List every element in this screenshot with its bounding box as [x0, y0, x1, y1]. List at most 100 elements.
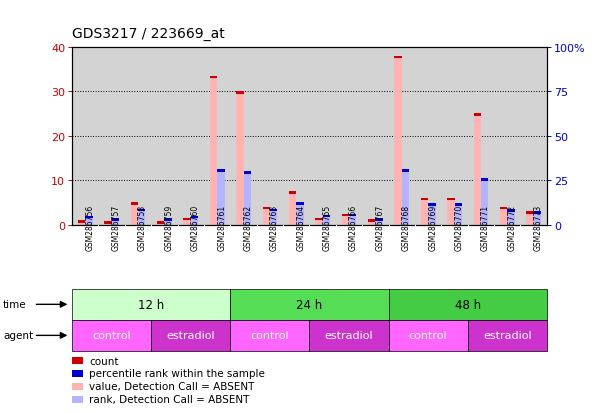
Bar	[481, 179, 488, 225]
Bar	[86, 216, 93, 218]
Text: time: time	[3, 299, 27, 310]
Bar	[78, 221, 86, 223]
Bar	[210, 76, 217, 225]
Bar	[507, 210, 514, 225]
Text: GSM286766: GSM286766	[349, 204, 358, 250]
Text: 24 h: 24 h	[296, 298, 323, 311]
Bar	[72, 289, 230, 320]
Bar	[342, 214, 349, 225]
Bar	[152, 47, 178, 225]
Text: GSM286760: GSM286760	[191, 204, 200, 250]
Bar	[244, 172, 251, 174]
Bar	[217, 170, 225, 225]
Bar	[112, 219, 119, 225]
Bar	[204, 47, 230, 225]
Bar	[125, 47, 152, 225]
Bar	[191, 216, 198, 225]
Bar	[428, 204, 436, 206]
Text: control: control	[251, 330, 289, 341]
Text: GSM286763: GSM286763	[270, 204, 279, 250]
Bar	[104, 221, 112, 224]
Bar	[86, 216, 93, 225]
Bar	[468, 320, 547, 351]
Bar	[138, 209, 145, 225]
Text: GSM286758: GSM286758	[138, 204, 147, 250]
Bar	[362, 47, 389, 225]
Bar	[236, 92, 244, 225]
Bar	[428, 204, 436, 225]
Bar	[394, 57, 402, 59]
Bar	[178, 47, 204, 225]
Text: GSM286762: GSM286762	[244, 204, 252, 250]
Bar	[389, 289, 547, 320]
Bar	[98, 47, 125, 225]
Bar	[296, 203, 304, 205]
Bar	[191, 216, 198, 218]
Text: GSM286756: GSM286756	[86, 204, 94, 250]
Bar	[389, 320, 468, 351]
Text: value, Detection Call = ABSENT: value, Detection Call = ABSENT	[89, 381, 255, 392]
Bar	[455, 204, 462, 206]
Text: GSM286759: GSM286759	[164, 204, 174, 250]
Text: GSM286768: GSM286768	[402, 204, 411, 250]
Bar	[402, 170, 409, 173]
Text: GSM286765: GSM286765	[323, 204, 332, 250]
Bar	[263, 207, 270, 210]
Bar	[78, 221, 86, 225]
Bar	[210, 76, 217, 79]
Text: percentile rank within the sample: percentile rank within the sample	[89, 368, 265, 379]
Bar	[447, 198, 455, 225]
Bar	[342, 214, 349, 216]
Bar	[157, 221, 164, 224]
Bar	[421, 198, 428, 225]
Bar	[375, 219, 383, 225]
Bar	[455, 204, 462, 225]
Bar	[183, 218, 191, 221]
Text: GDS3217 / 223669_at: GDS3217 / 223669_at	[72, 27, 225, 41]
Bar	[104, 221, 112, 225]
Bar	[521, 47, 547, 225]
Bar	[323, 215, 330, 225]
Text: GSM286764: GSM286764	[296, 204, 306, 250]
Text: agent: agent	[3, 330, 33, 341]
Bar	[138, 209, 145, 211]
Bar	[421, 198, 428, 201]
Text: control: control	[92, 330, 131, 341]
Bar	[72, 320, 152, 351]
Bar	[474, 114, 481, 116]
Bar	[230, 289, 389, 320]
Text: GSM286767: GSM286767	[375, 204, 384, 250]
Bar	[447, 198, 455, 201]
Bar	[217, 170, 225, 173]
Bar	[112, 219, 119, 221]
Bar	[394, 57, 402, 225]
Bar	[533, 212, 541, 214]
Bar	[349, 214, 356, 225]
Text: estradiol: estradiol	[324, 330, 373, 341]
Bar	[289, 192, 296, 194]
Bar	[270, 209, 277, 211]
Bar	[415, 47, 441, 225]
Bar	[402, 170, 409, 225]
Text: GSM286757: GSM286757	[112, 204, 120, 250]
Bar	[468, 47, 494, 225]
Bar	[131, 203, 138, 205]
Text: estradiol: estradiol	[483, 330, 532, 341]
Bar	[244, 172, 251, 225]
Text: 48 h: 48 h	[455, 298, 481, 311]
Bar	[368, 220, 375, 222]
Bar	[315, 218, 323, 225]
Bar	[349, 214, 356, 217]
Bar	[315, 218, 323, 221]
Bar	[336, 47, 362, 225]
Bar	[389, 47, 415, 225]
Bar	[131, 203, 138, 225]
Bar	[526, 212, 533, 225]
Bar	[310, 320, 389, 351]
Bar	[507, 210, 514, 212]
Bar	[72, 47, 98, 225]
Bar	[368, 220, 375, 225]
Bar	[375, 219, 383, 221]
Bar	[164, 219, 172, 221]
Bar	[257, 47, 283, 225]
